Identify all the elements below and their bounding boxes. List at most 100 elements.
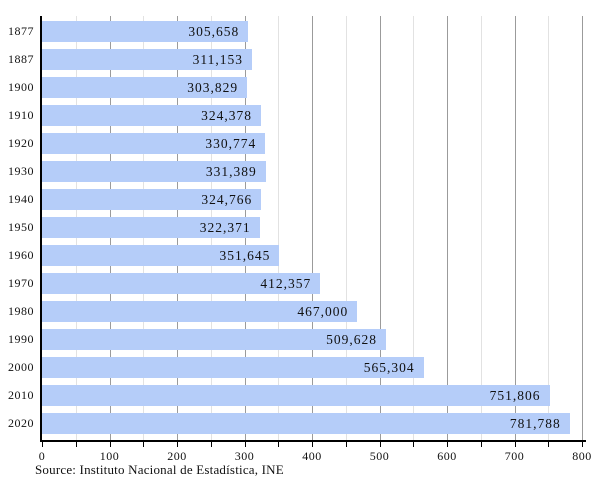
x-axis-line	[40, 440, 586, 442]
bar-1920: 330,774	[42, 133, 266, 154]
gridline	[413, 16, 415, 440]
x-axis-tick-label: 600	[437, 449, 457, 463]
gridline	[345, 16, 347, 440]
x-axis-tick	[514, 442, 516, 447]
x-axis-tick	[177, 442, 178, 447]
bar-value-label: 324,378	[201, 108, 252, 123]
gridline	[480, 16, 482, 440]
y-axis-category-label: 1910	[8, 108, 34, 122]
bar-value-label: 781,788	[509, 416, 561, 431]
y-axis-category-label: 1950	[8, 220, 34, 234]
x-axis-tick	[109, 442, 111, 447]
x-axis-tick	[143, 442, 145, 447]
x-axis-tick	[447, 442, 448, 447]
x-axis-tick	[582, 442, 583, 447]
y-axis-category-label: 1990	[8, 332, 34, 346]
x-axis-tick	[42, 442, 43, 447]
bar-value-label: 565,304	[363, 360, 415, 375]
chart-row: 1930 331,389	[8, 161, 582, 189]
y-axis-category-label: 1970	[8, 276, 34, 290]
gridline	[548, 16, 550, 440]
y-axis-category-label: 1930	[8, 164, 34, 178]
bar-value-label: 311,153	[192, 52, 243, 67]
x-axis-tick	[278, 442, 280, 447]
bar-1980: 467,000	[42, 301, 358, 322]
bar-1960: 351,645	[42, 245, 280, 266]
y-axis-category-label: 1900	[8, 80, 34, 94]
x-axis-tick	[210, 442, 212, 447]
source-note: Source: Instituto Nacional de Estadístic…	[35, 462, 284, 477]
y-axis-category-label: 2020	[8, 416, 34, 430]
x-axis-tick	[480, 442, 482, 447]
bar-1877: 305,658	[42, 21, 249, 42]
gridline	[514, 16, 516, 440]
x-axis-tick-label: 200	[167, 449, 187, 463]
chart-row: 1940 324,766	[8, 189, 582, 217]
x-axis-tick	[345, 442, 347, 447]
bar-1950: 322,371	[42, 217, 260, 238]
chart-row: 1900 303,829	[8, 77, 582, 105]
bar-value-label: 305,658	[188, 24, 240, 39]
chart-row: 1920 330,774	[8, 133, 582, 161]
bar-value-label: 751,806	[489, 388, 541, 403]
bar-1990: 509,628	[42, 329, 386, 350]
bar-value-label: 324,766	[201, 192, 253, 207]
y-axis-category-label: 2010	[8, 388, 34, 402]
chart-row: 2010 751,806	[8, 385, 582, 413]
bar-value-label: 330,774	[205, 136, 257, 151]
bar-1930: 331,389	[42, 161, 266, 182]
x-axis-tick-label: 700	[504, 449, 525, 463]
x-axis-tick	[312, 442, 313, 447]
y-axis-category-label: 1980	[8, 304, 34, 318]
gridline	[312, 16, 313, 440]
y-axis-category-label: 1877	[8, 24, 34, 38]
chart-row: 2020 781,788	[8, 413, 582, 441]
x-axis-tick	[548, 442, 550, 447]
plot-area: 1877 305,658 1887 311,153 1900 303,829 1910 324…	[8, 16, 583, 441]
x-axis-tick	[244, 442, 246, 447]
x-axis-tick-label: 400	[302, 449, 322, 463]
bar-value-label: 303,829	[187, 80, 239, 95]
bar-value-label: 509,628	[326, 332, 377, 347]
chart-row: 1990 509,628	[8, 329, 582, 357]
bar-2000: 565,304	[42, 357, 424, 378]
chart-row: 1950 322,371	[8, 217, 582, 245]
chart-row: 2000 565,304	[8, 357, 582, 385]
x-axis-tick-label: 300	[234, 449, 255, 463]
x-axis-tick-label: 800	[572, 449, 592, 463]
bar-value-label: 412,357	[260, 276, 312, 291]
bar-1910: 324,378	[42, 105, 261, 126]
y-axis-category-label: 1960	[8, 248, 34, 262]
chart-row: 1970 412,357	[8, 273, 582, 301]
y-axis-category-label: 2000	[8, 360, 34, 374]
x-axis-tick-label: 100	[99, 449, 120, 463]
bar-2010: 751,806	[42, 385, 550, 406]
y-axis-category-label: 1887	[8, 52, 34, 66]
bar-2020: 781,788	[42, 413, 570, 434]
gridline	[447, 16, 448, 440]
bar-value-label: 331,389	[205, 164, 257, 179]
bar-1900: 303,829	[42, 77, 248, 98]
chart-row: 1877 305,658	[8, 21, 582, 49]
x-axis-tick	[379, 442, 381, 447]
chart-row: 1887 311,153	[8, 49, 582, 77]
bar-value-label: 322,371	[199, 220, 251, 235]
bar-1940: 324,766	[42, 189, 262, 210]
bar-value-label: 351,645	[219, 248, 271, 263]
chart-row: 1980 467,000	[8, 301, 582, 329]
gridline	[379, 16, 381, 440]
y-axis-category-label: 1940	[8, 192, 34, 206]
y-axis-category-label: 1920	[8, 136, 34, 150]
x-axis-tick-label: 0	[38, 449, 46, 463]
bar-value-label: 467,000	[297, 304, 349, 319]
x-axis-tick	[75, 442, 77, 447]
chart-row: 1910 324,378	[8, 105, 582, 133]
x-axis-tick	[413, 442, 415, 447]
chart-row: 1960 351,645	[8, 245, 582, 273]
bar-1887: 311,153	[42, 49, 252, 70]
x-axis-tick-label: 500	[369, 449, 390, 463]
gridline	[278, 16, 280, 440]
gridline	[582, 16, 583, 440]
bar-1970: 412,357	[42, 273, 321, 294]
